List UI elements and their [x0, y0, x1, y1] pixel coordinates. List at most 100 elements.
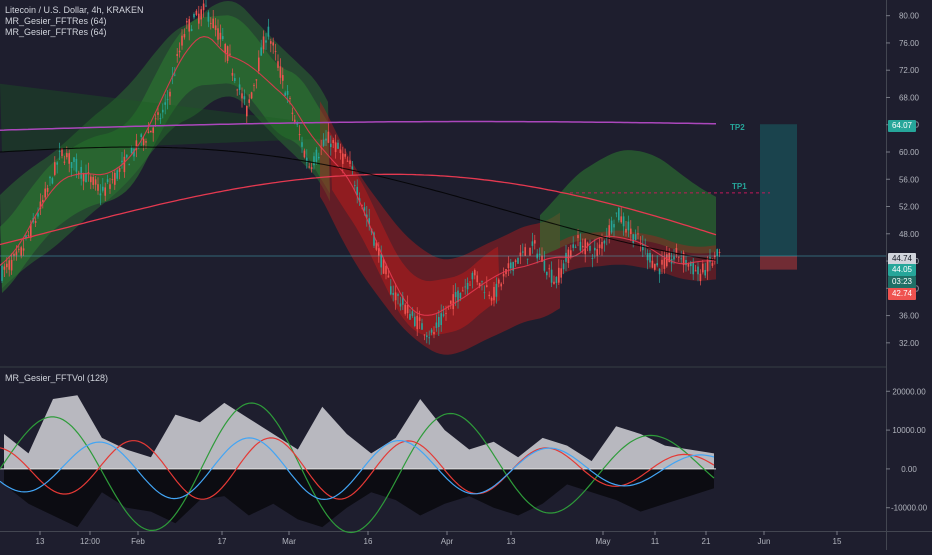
candle-body [716, 249, 718, 256]
candle-body [284, 92, 286, 96]
candle-body [459, 292, 462, 299]
candle-body [519, 252, 522, 256]
candle-body [416, 315, 418, 330]
candle-body [409, 314, 411, 320]
candle-body [121, 160, 123, 163]
candle-body [344, 153, 346, 157]
candle-body [68, 153, 70, 164]
candle-body [58, 151, 61, 153]
candle-body [618, 208, 620, 221]
candle-body [267, 26, 270, 37]
candle-body [291, 112, 294, 114]
price-tick-label: 36.00 [899, 312, 920, 321]
time-tick-label: Mar [282, 537, 296, 546]
stop-loss-zone[interactable] [760, 255, 797, 270]
candle-body [145, 141, 147, 143]
candle-body [159, 118, 162, 120]
time-tick-label: 11 [651, 537, 660, 546]
time-tick-label: 13 [36, 537, 45, 546]
candle-body [495, 283, 498, 297]
candle-body [8, 260, 10, 270]
candle-body [649, 252, 651, 263]
candle-body [1, 265, 3, 281]
candle-body [622, 216, 625, 227]
candle-body [471, 272, 474, 280]
candle-body [308, 166, 310, 168]
candle-body [469, 284, 471, 286]
oscillator-pane-legend: MR_Gesier_FFTVol (128) [5, 373, 108, 384]
candle-body [229, 53, 231, 55]
candle-body [394, 292, 397, 301]
candle-body [92, 177, 94, 185]
volume-indicator-legend[interactable]: MR_Gesier_FFTVol (128) [5, 373, 109, 383]
volume-tick-label: 0.00 [901, 465, 917, 474]
candle-body [526, 258, 529, 260]
candle-body [651, 260, 654, 268]
candle-body [162, 109, 164, 113]
candle-body [351, 166, 354, 170]
candle-body [94, 179, 97, 185]
candle-body [481, 280, 483, 282]
candle-body [642, 244, 644, 251]
candle-body [27, 235, 30, 236]
candle-body [205, 5, 207, 7]
candle-body [315, 149, 318, 162]
volume-tick-label: 20000.00 [892, 387, 926, 396]
symbol-title[interactable]: Litecoin / U.S. Dollar, 4h, KRAKEN [5, 5, 144, 15]
green-cloud-inner [0, 15, 330, 294]
candle-body [548, 268, 550, 270]
profit-target-zone[interactable] [760, 124, 797, 256]
volume-tick-label: 10000.00 [892, 426, 926, 435]
candle-body [286, 91, 289, 95]
candle-body [375, 242, 378, 250]
candle-body [80, 166, 82, 179]
price-tick-label: 32.00 [899, 339, 920, 348]
candle-body [152, 127, 154, 133]
candle-body [608, 225, 610, 236]
candle-body [154, 118, 157, 120]
candle-body [142, 138, 145, 146]
candle-body [157, 112, 159, 115]
candle-body [318, 156, 320, 159]
candle-body [380, 254, 382, 268]
candle-body [282, 75, 284, 81]
candle-body [224, 44, 226, 54]
candle-body [493, 286, 495, 301]
candle-body [66, 153, 68, 158]
candle-body [3, 266, 6, 270]
candle-body [406, 304, 409, 314]
candle-body [133, 148, 135, 157]
candle-body [78, 172, 80, 174]
indicator-legend-2[interactable]: MR_Gesier_FFTRes (64) [5, 27, 107, 37]
candle-body [711, 263, 714, 266]
candle-body [522, 251, 524, 253]
candle-body [373, 232, 375, 246]
candle-body [366, 214, 368, 218]
candle-body [560, 268, 562, 278]
candle-body [207, 12, 210, 22]
candle-body [313, 156, 315, 166]
candle-body [99, 193, 102, 196]
candle-body [574, 246, 577, 248]
candle-body [90, 176, 92, 183]
candle-body [289, 98, 291, 99]
candle-body [118, 168, 121, 172]
candle-body [181, 35, 183, 46]
time-tick-label: May [595, 537, 610, 546]
candle-body [363, 207, 366, 211]
indicator-legend-1[interactable]: MR_Gesier_FFTRes (64) [5, 16, 107, 26]
time-tick-label: Jun [758, 537, 771, 546]
candle-body [613, 224, 615, 228]
candle-body [601, 241, 603, 249]
candle-body [718, 251, 721, 253]
candle-body [517, 258, 519, 264]
pane-separator[interactable] [0, 366, 886, 368]
time-tick-label: 16 [364, 537, 373, 546]
candle-body [478, 282, 481, 287]
candle-body [428, 337, 430, 339]
candle-body [490, 297, 493, 301]
candle-body [488, 294, 490, 297]
candle-body [464, 286, 466, 288]
